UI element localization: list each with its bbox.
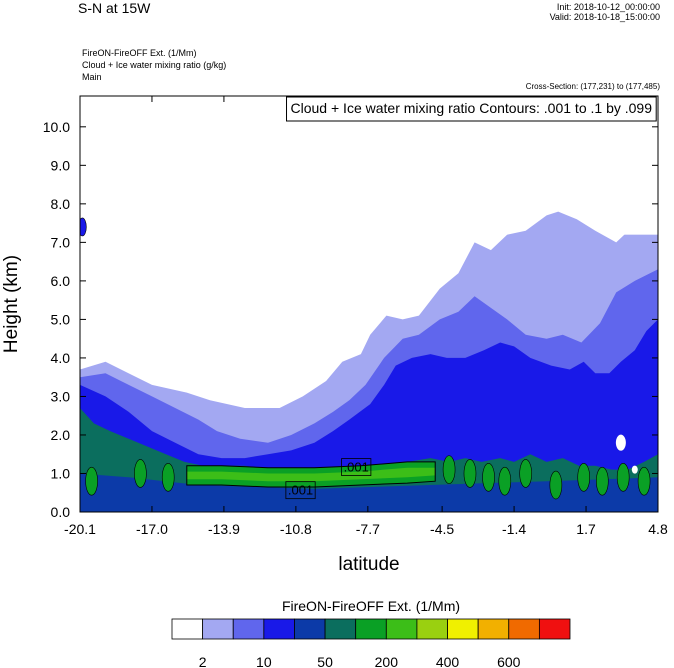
- x-tick-label: 4.8: [648, 521, 668, 537]
- init-time: Init: 2018-10-12_00:00:00: [556, 2, 660, 12]
- cloud-cell: [134, 459, 147, 488]
- colorbar-swatch: [171, 618, 204, 640]
- cloud-cell: [577, 463, 591, 492]
- clear-gap: [623, 165, 658, 235]
- cloud-cell: [549, 470, 563, 500]
- colorbar-swatch: [294, 618, 326, 640]
- cloud-cell: [616, 463, 630, 492]
- cloud-cell: [463, 459, 477, 488]
- cloud-cell: [637, 466, 651, 496]
- field-subtitle: FireON-FireOFF Ext. (1/Mm): [82, 48, 197, 58]
- colorbar-swatch: [477, 618, 510, 640]
- cloud-cell: [498, 466, 512, 496]
- valid-time: Valid: 2018-10-18_15:00:00: [549, 12, 660, 22]
- colorbar-swatch: [508, 618, 540, 640]
- clear-hole: [631, 465, 638, 474]
- colorbar-swatch: [355, 618, 387, 640]
- clear-gap: [386, 157, 419, 224]
- y-tick-label: 10.0: [43, 119, 70, 135]
- y-tick-label: 1.0: [51, 465, 71, 481]
- cloud-cell: [519, 459, 532, 488]
- y-tick-label: 4.0: [51, 350, 71, 366]
- x-tick-label: -10.8: [280, 521, 312, 537]
- y-tick-label: 7.0: [51, 234, 71, 250]
- x-tick-label: -4.5: [430, 521, 454, 537]
- x-tick-label: -20.1: [64, 521, 96, 537]
- colorbar-label: 10: [256, 654, 272, 668]
- main-title: S-N at 15W: [78, 0, 151, 16]
- clear-hole: [615, 434, 626, 451]
- cloud-cell: [442, 455, 456, 484]
- colorbar-label: 400: [436, 654, 460, 668]
- cloud-cell: [482, 463, 495, 492]
- colorbar-swatch: [538, 618, 571, 640]
- colorbar-swatch: [416, 618, 448, 640]
- y-tick-label: 0.0: [51, 504, 71, 520]
- y-axis-title: Height (km): [1, 255, 22, 353]
- y-tick-label: 9.0: [51, 157, 71, 173]
- contour-line: [186, 461, 436, 488]
- colorbar-swatch: [232, 618, 265, 640]
- colorbar-label: 200: [375, 654, 399, 668]
- max-extinction-core: [186, 467, 436, 482]
- x-axis-title: latitude: [338, 554, 399, 575]
- x-tick-label: -17.0: [136, 521, 168, 537]
- contour-info: Cloud + Ice water mixing ratio Contours:…: [291, 100, 653, 116]
- colorbar-label: 600: [497, 654, 521, 668]
- contour-label-box: [285, 481, 316, 500]
- y-tick-label: 3.0: [51, 388, 71, 404]
- cloud-cell: [161, 463, 175, 492]
- plot-frame: [79, 95, 659, 513]
- contour-info-box: [286, 96, 657, 122]
- contour-label: .001: [288, 483, 313, 498]
- colorbar-swatch: [447, 618, 479, 640]
- domain-subtitle: Main: [82, 72, 102, 82]
- dense-lower-layer: [80, 473, 658, 512]
- y-tick-label: 8.0: [51, 196, 71, 212]
- colorbar-swatch: [385, 618, 418, 640]
- high-cloud-cell: [80, 217, 87, 237]
- contour-subtitle: Cloud + Ice water mixing ratio (g/kg): [82, 60, 227, 70]
- colorbar-title: FireON-FireOFF Ext. (1/Mm): [282, 598, 460, 614]
- cloud-cell: [85, 466, 98, 496]
- y-tick-label: 5.0: [51, 311, 71, 327]
- cross-section-label: Cross-Section: (177,231) to (177,485): [525, 82, 660, 91]
- contour-label-box: [341, 458, 372, 476]
- colorbar-swatch: [263, 618, 295, 640]
- x-tick-label: -1.4: [502, 521, 526, 537]
- colorbar-swatch: [202, 618, 234, 640]
- cloud-cell: [595, 466, 609, 496]
- colorbar-swatch: [324, 618, 357, 640]
- y-tick-label: 6.0: [51, 273, 71, 289]
- colorbar-label: 50: [317, 654, 333, 668]
- x-tick-label: -7.7: [356, 521, 380, 537]
- x-tick-label: -13.9: [208, 521, 240, 537]
- contour-label: .001: [344, 460, 369, 475]
- y-tick-label: 2.0: [51, 427, 71, 443]
- colorbar-label: 2: [199, 654, 207, 668]
- x-tick-label: 1.7: [576, 521, 596, 537]
